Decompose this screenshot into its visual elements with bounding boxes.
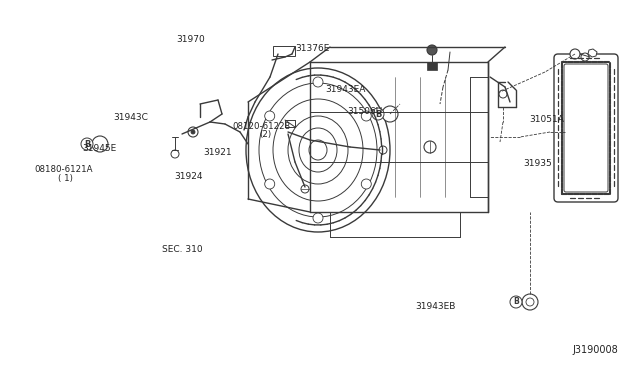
Circle shape	[362, 111, 371, 121]
Circle shape	[382, 106, 398, 122]
Text: 31945E: 31945E	[82, 144, 116, 153]
Text: 31943EA: 31943EA	[325, 85, 366, 94]
Circle shape	[301, 185, 309, 193]
Circle shape	[188, 127, 198, 137]
Circle shape	[191, 130, 195, 134]
Circle shape	[499, 90, 507, 98]
Text: 31376E: 31376E	[295, 44, 330, 53]
Text: 31051A: 31051A	[530, 115, 564, 124]
Text: 31943EB: 31943EB	[415, 302, 456, 311]
Circle shape	[362, 179, 371, 189]
Text: J3190008: J3190008	[572, 345, 618, 355]
Circle shape	[313, 213, 323, 223]
Circle shape	[171, 150, 179, 158]
Circle shape	[581, 53, 589, 61]
Text: B: B	[84, 140, 90, 148]
Circle shape	[265, 179, 275, 189]
Text: 31935: 31935	[524, 159, 552, 168]
Circle shape	[510, 296, 522, 308]
Circle shape	[265, 111, 275, 121]
Ellipse shape	[299, 128, 337, 172]
Ellipse shape	[273, 99, 363, 201]
Circle shape	[526, 298, 534, 306]
Circle shape	[424, 141, 436, 153]
Text: 31924: 31924	[175, 172, 203, 181]
Text: 31943C: 31943C	[114, 113, 148, 122]
Text: ( 1): ( 1)	[58, 174, 74, 183]
Ellipse shape	[246, 68, 390, 232]
Circle shape	[427, 45, 437, 55]
Text: (2): (2)	[260, 130, 271, 139]
Circle shape	[81, 138, 93, 150]
Ellipse shape	[309, 140, 327, 160]
Circle shape	[313, 77, 323, 87]
FancyBboxPatch shape	[554, 54, 618, 202]
Circle shape	[570, 49, 580, 59]
Ellipse shape	[288, 116, 348, 184]
Text: 31921: 31921	[204, 148, 232, 157]
FancyBboxPatch shape	[564, 64, 608, 192]
Circle shape	[522, 294, 538, 310]
Text: 31506U: 31506U	[347, 107, 383, 116]
Circle shape	[92, 136, 108, 152]
Text: B: B	[513, 298, 519, 307]
Text: 08120-61228: 08120-61228	[232, 122, 290, 131]
FancyBboxPatch shape	[427, 62, 437, 70]
Text: 08180-6121A: 08180-6121A	[35, 165, 93, 174]
Circle shape	[379, 146, 387, 154]
Text: SEC. 310: SEC. 310	[162, 245, 203, 254]
Text: 31970: 31970	[177, 35, 205, 44]
Circle shape	[372, 108, 384, 120]
Text: B: B	[375, 109, 381, 119]
FancyBboxPatch shape	[273, 46, 295, 56]
Ellipse shape	[259, 83, 377, 217]
Polygon shape	[588, 49, 597, 57]
